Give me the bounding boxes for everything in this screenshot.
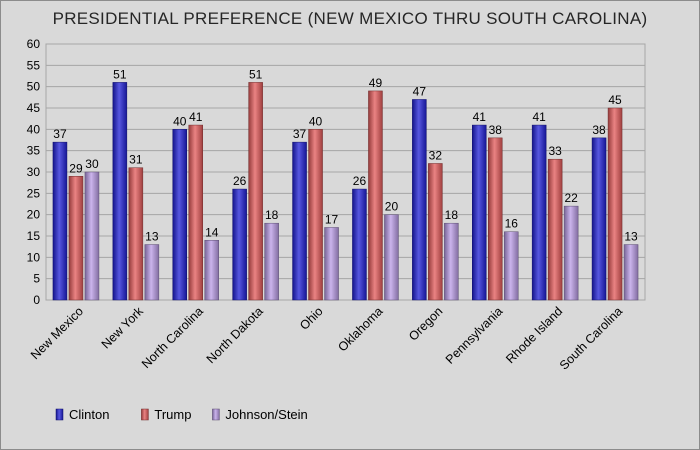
bar-clinton bbox=[232, 188, 247, 301]
bar-clinton bbox=[591, 137, 607, 301]
bar-trump bbox=[128, 167, 144, 301]
data-label: 37 bbox=[53, 127, 67, 141]
data-label: 26 bbox=[233, 174, 247, 188]
data-label: 17 bbox=[325, 212, 339, 226]
legend-swatch bbox=[141, 408, 149, 421]
bar-trump bbox=[308, 129, 323, 301]
bar-johnson-stein bbox=[444, 222, 459, 301]
bar-trump bbox=[248, 82, 263, 301]
data-label: 41 bbox=[473, 110, 487, 124]
category-label: New Mexico bbox=[28, 304, 86, 362]
y-tick-label: 10 bbox=[27, 250, 41, 264]
category-label: New York bbox=[99, 304, 147, 352]
data-label: 16 bbox=[505, 217, 519, 231]
y-tick-label: 50 bbox=[27, 80, 41, 94]
category-label: North Dakota bbox=[204, 304, 266, 366]
bar-trump bbox=[68, 176, 84, 301]
category-label: Pennsylvania bbox=[443, 304, 506, 367]
data-label: 51 bbox=[249, 67, 263, 81]
y-tick-label: 45 bbox=[27, 101, 41, 115]
bar-johnson-stein bbox=[324, 227, 339, 301]
y-tick-label: 35 bbox=[27, 144, 41, 158]
legend-label: Clinton bbox=[69, 407, 109, 422]
bar-johnson-stein bbox=[504, 231, 519, 301]
chart-title: PRESIDENTIAL PREFERENCE (NEW MEXICO THRU… bbox=[52, 9, 648, 28]
data-label: 45 bbox=[608, 93, 622, 107]
legend-label: Trump bbox=[154, 407, 191, 422]
data-label: 51 bbox=[113, 67, 127, 81]
category-label: North Carolina bbox=[139, 304, 206, 371]
category-label: Rhode Island bbox=[503, 304, 565, 366]
y-tick-label: 20 bbox=[27, 208, 41, 222]
bar-johnson-stein bbox=[144, 244, 160, 301]
bar-clinton bbox=[412, 99, 427, 301]
data-label: 41 bbox=[189, 110, 203, 124]
category-label: Oklahoma bbox=[335, 304, 385, 354]
data-label: 30 bbox=[85, 157, 99, 171]
bar-johnson-stein bbox=[84, 171, 100, 301]
y-tick-label: 0 bbox=[33, 293, 40, 307]
legend-swatch bbox=[212, 408, 220, 421]
bar-trump bbox=[607, 107, 623, 301]
category-label: Oregon bbox=[406, 304, 445, 343]
bar-johnson-stein bbox=[204, 240, 219, 301]
bar-clinton bbox=[52, 141, 68, 301]
data-label: 20 bbox=[385, 200, 399, 214]
legend-label: Johnson/Stein bbox=[225, 407, 307, 422]
bar-johnson-stein bbox=[563, 205, 579, 301]
bar-clinton bbox=[352, 188, 367, 301]
data-label: 40 bbox=[173, 114, 187, 128]
data-label: 32 bbox=[429, 148, 443, 162]
data-label: 18 bbox=[265, 208, 279, 222]
bar-trump bbox=[368, 90, 383, 301]
bars bbox=[52, 82, 639, 301]
data-label: 47 bbox=[413, 84, 427, 98]
y-tick-label: 5 bbox=[33, 272, 40, 286]
data-label: 31 bbox=[129, 153, 143, 167]
y-tick-label: 60 bbox=[27, 37, 41, 51]
data-label: 14 bbox=[205, 225, 219, 239]
bar-clinton bbox=[292, 141, 307, 301]
y-tick-label: 55 bbox=[27, 58, 41, 72]
bar-clinton bbox=[172, 129, 187, 301]
y-axis-ticks: 0 5 10 15 20 25 30 35 40 45 50 55 60 bbox=[27, 37, 41, 307]
data-label: 37 bbox=[293, 127, 307, 141]
y-tick-label: 40 bbox=[27, 122, 41, 136]
category-label: Ohio bbox=[297, 304, 326, 333]
bar-trump bbox=[488, 137, 503, 301]
bar-clinton bbox=[112, 82, 128, 301]
bar-clinton bbox=[472, 124, 487, 301]
legend-swatch bbox=[55, 408, 64, 421]
bar-johnson-stein bbox=[384, 214, 399, 301]
bar-johnson-stein bbox=[264, 222, 279, 301]
category-label: South Carolina bbox=[557, 304, 625, 372]
data-label: 33 bbox=[548, 144, 562, 158]
data-label: 18 bbox=[445, 208, 459, 222]
y-tick-label: 15 bbox=[27, 229, 41, 243]
data-label: 26 bbox=[353, 174, 367, 188]
data-label: 22 bbox=[564, 191, 578, 205]
bar-trump bbox=[428, 163, 443, 301]
data-label: 40 bbox=[309, 114, 323, 128]
y-tick-label: 30 bbox=[27, 165, 41, 179]
data-label: 38 bbox=[592, 123, 606, 137]
bar-johnson-stein bbox=[623, 244, 639, 301]
legend: Clinton Trump Johnson/Stein bbox=[55, 407, 308, 422]
data-label: 41 bbox=[532, 110, 546, 124]
bar-trump bbox=[547, 158, 563, 301]
bar-clinton bbox=[531, 124, 547, 301]
data-label: 13 bbox=[145, 230, 159, 244]
y-tick-label: 25 bbox=[27, 186, 41, 200]
bar-trump bbox=[188, 124, 203, 301]
data-label: 49 bbox=[369, 76, 383, 90]
data-label: 38 bbox=[489, 123, 503, 137]
data-label: 13 bbox=[624, 230, 638, 244]
data-label: 29 bbox=[69, 161, 83, 175]
